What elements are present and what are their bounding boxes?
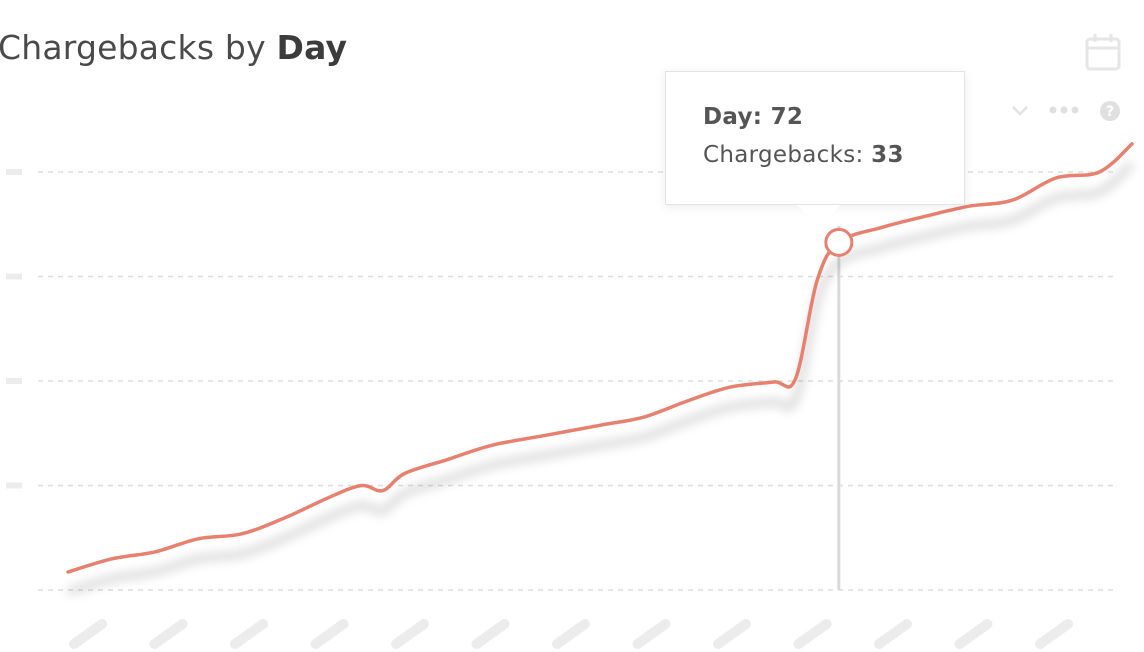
x-tick-label-placeholder [793,619,832,649]
x-tick-label-placeholder [552,619,590,649]
more-dots-icon[interactable] [1049,105,1079,115]
x-tick-label-placeholder [230,619,268,649]
svg-text:?: ? [1106,104,1114,120]
x-tick-label-placeholder [1035,619,1073,649]
series-line[interactable] [66,142,1134,574]
highlighted-data-point[interactable] [824,227,854,257]
x-tick-label-placeholder [391,619,429,649]
calendar-icon[interactable] [1085,33,1121,71]
x-tick-label-placeholder [954,619,993,649]
x-tick-label-placeholder [310,619,349,649]
title-dimension: Day [276,28,348,67]
x-tick-label-placeholder [69,619,107,649]
data-tooltip: Day: 72 Chargebacks: 33 [665,71,965,227]
x-tick-label-placeholder [471,619,510,649]
x-tick-label-placeholder [149,619,188,649]
tooltip-day-value: 72 [770,104,804,130]
x-tick-label-placeholder [874,619,912,649]
x-tick-label-placeholder [632,619,671,649]
title-prefix: Chargebacks by [0,28,266,67]
tooltip-chargebacks-label: Chargebacks: [703,142,864,168]
tooltip-pointer [797,205,841,227]
chevron-down-icon[interactable] [1011,105,1029,117]
page-title: Chargebacks by Day [0,28,347,67]
series-line-shadow [66,160,1135,596]
tooltip-chargebacks-value: 33 [871,142,904,168]
tooltip-day-label: Day: [703,104,763,130]
tooltip-day-row: Day: 72 [703,104,803,130]
x-tick-label-placeholder [713,619,751,649]
tooltip-chargebacks-row: Chargebacks: 33 [703,142,904,168]
help-icon[interactable]: ? [1099,100,1121,122]
